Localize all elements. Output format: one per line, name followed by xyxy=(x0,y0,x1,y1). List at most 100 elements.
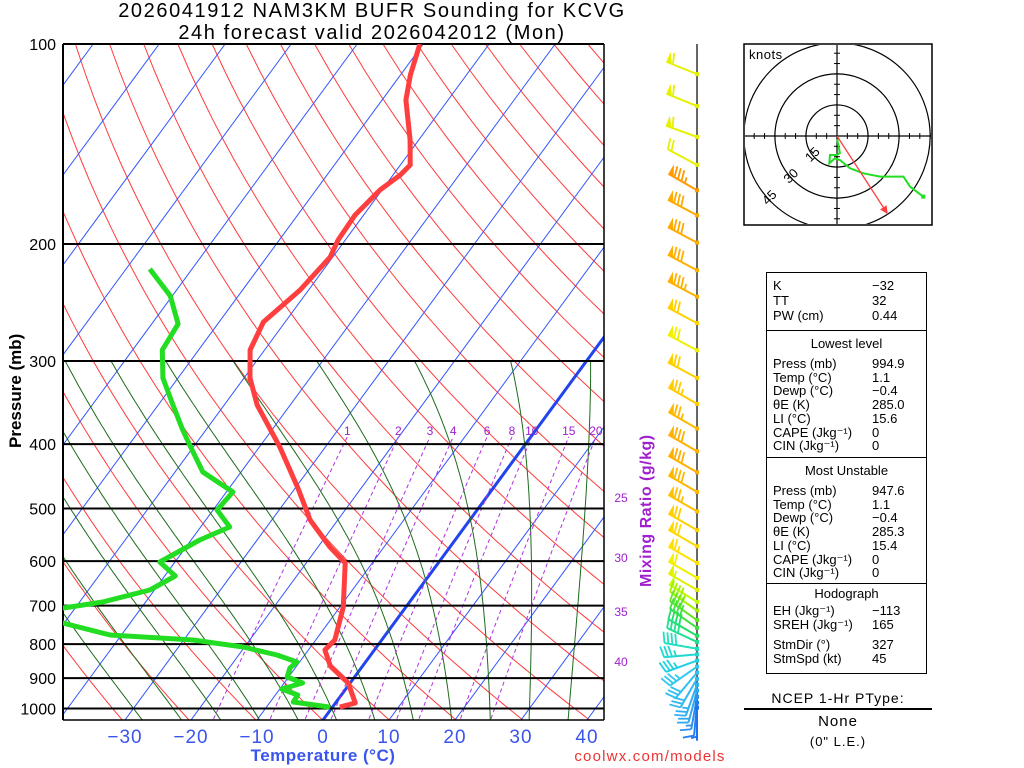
stat-row: Dewp (°C) −0.4 xyxy=(773,511,926,525)
temperature-tick-label: 30 xyxy=(509,727,532,748)
temperature-tick-label: 0 xyxy=(317,727,329,748)
wind-barb xyxy=(667,485,699,514)
moist-adiabat xyxy=(110,360,338,720)
stat-value: −0.4 xyxy=(872,510,898,526)
dry-adiabat xyxy=(211,44,604,539)
wind-barb xyxy=(658,658,699,673)
wind-barb xyxy=(667,190,699,218)
stat-label: Press (mb) xyxy=(773,483,837,498)
stat-label: Dewp (°C) xyxy=(773,383,834,399)
isotherm xyxy=(63,44,358,446)
wind-barb xyxy=(666,83,699,109)
temperature-tick-label: 20 xyxy=(443,727,466,748)
isotherm xyxy=(63,44,160,176)
mixing-ratio-title: Mixing Ratio (g/kg) xyxy=(638,434,655,587)
stat-value: 285.0 xyxy=(872,397,905,413)
moist-adiabat xyxy=(63,555,183,720)
stat-label: CAPE (Jkg⁻¹) xyxy=(773,551,853,567)
stat-label: CAPE (Jkg⁻¹) xyxy=(773,424,853,440)
isotherm xyxy=(63,44,556,716)
moist-adiabat xyxy=(414,360,491,720)
mixing-ratio-line xyxy=(269,436,399,720)
stat-label: StmDir (°) xyxy=(773,637,831,653)
isotherm xyxy=(454,516,604,720)
stat-row: StmSpd (kt) 45 xyxy=(773,652,926,666)
wind-barb xyxy=(667,325,699,353)
stat-value: 947.6 xyxy=(872,483,905,498)
stat-row: Press (mb) 994.9 xyxy=(773,357,926,371)
moist-adiabat xyxy=(232,360,414,720)
stat-value: −32 xyxy=(872,278,895,293)
wind-barb xyxy=(667,551,699,580)
chart-subtitle: 24h forecast valid 2026042012 (Mon) xyxy=(178,22,565,44)
stat-value: 0 xyxy=(872,551,880,567)
wind-barb xyxy=(662,631,699,651)
dry-adiabat xyxy=(279,44,604,447)
mixing-ratio-label: 4 xyxy=(450,424,457,438)
stat-label: StmSpd (kt) xyxy=(773,651,842,667)
hodograph-trace xyxy=(828,139,924,198)
pressure-tick-label: 700 xyxy=(29,599,56,616)
stat-value: 1.1 xyxy=(872,369,891,385)
stat-row: Dewp (°C) −0.4 xyxy=(773,384,926,398)
most-unstable-section: Most Unstable Press (mb) 947.6 Temp (°C) 1.1… xyxy=(767,458,926,584)
isotherm-right-label: 40 xyxy=(614,655,628,669)
isotherm-right-label: 30 xyxy=(614,551,628,565)
stat-label: Temp (°C) xyxy=(773,369,832,385)
dry-adiabat xyxy=(416,44,604,272)
wind-barb xyxy=(667,465,699,494)
stat-row: θE (K) 285.0 xyxy=(773,398,926,412)
pressure-tick-label: 1000 xyxy=(20,702,56,719)
freezing-isotherm xyxy=(321,334,604,720)
pressure-tick-label: 800 xyxy=(29,637,56,654)
stat-value: 285.3 xyxy=(872,524,905,540)
stat-label: K xyxy=(773,278,782,293)
isotherm xyxy=(520,606,604,720)
wind-barbs xyxy=(658,44,699,741)
dewpoint-profile xyxy=(63,267,331,710)
mixing-ratio-label: 3 xyxy=(427,424,434,438)
dry-adiabat xyxy=(143,44,604,633)
mixing-ratio-label: 20 xyxy=(589,424,603,438)
mixing-ratio-label: 8 xyxy=(509,424,516,438)
stat-row: EH (Jkg⁻¹) −113 xyxy=(773,604,926,618)
background-lines xyxy=(63,44,604,720)
stat-label: CIN (Jkg⁻¹) xyxy=(773,438,840,454)
wind-barb xyxy=(667,536,699,566)
pressure-tick-label: 600 xyxy=(29,554,56,571)
mixing-ratio-label: 1 xyxy=(344,424,351,438)
wind-barb xyxy=(690,705,699,741)
moist-adiabat xyxy=(510,360,533,720)
stat-label: θE (K) xyxy=(773,524,810,540)
stat-row: PW (cm) 0.44 xyxy=(773,308,926,323)
wind-barb xyxy=(667,520,699,549)
hodograph-stats-section: Hodograph EH (Jkg⁻¹) −113 SREH (Jkg⁻¹) 165 St… xyxy=(767,584,926,673)
ptype-value: None xyxy=(818,713,858,730)
dry-adiabat xyxy=(245,44,604,493)
lowest-level-section: Lowest level Press (mb) 994.9 Temp (°C) 1.1 D… xyxy=(767,331,926,458)
stat-value: 15.6 xyxy=(872,410,898,426)
isotherm-right-label: 25 xyxy=(614,491,628,505)
axis-ticks: 1 2 3 4 6 8 10 15 201002003004005006007008009001… xyxy=(20,37,628,748)
wind-barb xyxy=(659,645,699,659)
stat-label: CIN (Jkg⁻¹) xyxy=(773,565,840,581)
mixing-ratio-line xyxy=(304,436,431,720)
pressure-tick-label: 200 xyxy=(29,237,56,254)
temperature-profile xyxy=(247,44,423,710)
stat-label: LI (°C) xyxy=(773,410,811,426)
storm-motion-arrowhead xyxy=(880,205,888,215)
storm-motion-vector xyxy=(836,135,889,215)
stat-label: SREH (Jkg⁻¹) xyxy=(773,616,853,632)
isotherm xyxy=(63,44,424,536)
mixing-ratio-label: 10 xyxy=(525,424,539,438)
x-axis-title: Temperature (°C) xyxy=(251,746,396,765)
stat-value: 0.44 xyxy=(872,308,898,323)
moist-adiabat xyxy=(316,360,453,720)
mixing-ratio-line xyxy=(459,436,570,720)
pressure-tick-label: 100 xyxy=(29,37,56,54)
stat-value: 0 xyxy=(872,438,880,454)
stat-label: Temp (°C) xyxy=(773,496,832,512)
pressure-tick-label: 400 xyxy=(29,437,56,454)
isotherm xyxy=(63,44,292,356)
